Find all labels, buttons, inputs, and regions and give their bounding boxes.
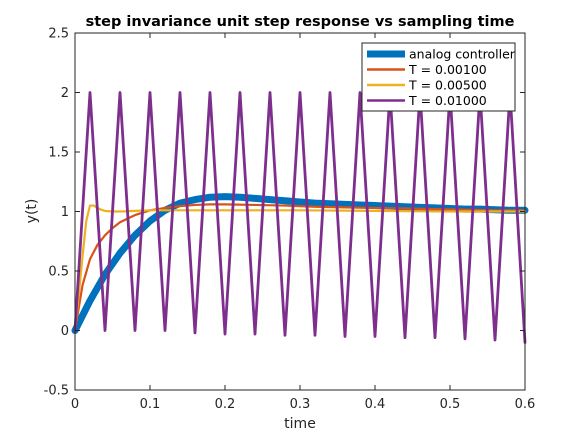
x-tick-label: 0.4	[365, 397, 386, 412]
x-tick-label: 0.6	[515, 397, 536, 412]
y-tick-label: 0	[61, 324, 69, 339]
series-layer	[71, 91, 529, 344]
x-axis-label: time	[284, 416, 316, 432]
legend-label-1: analog controller	[409, 47, 516, 62]
y-axis-label: y(t)	[24, 199, 40, 224]
x-tick-label: 0	[71, 397, 79, 412]
y-tick-label: 1.5	[48, 146, 69, 161]
x-tick-label: 0.1	[140, 397, 161, 412]
y-tick-label: -0.5	[44, 384, 69, 399]
y-tick-label: 1	[61, 205, 69, 220]
chart-title: step invariance unit step response vs sa…	[86, 14, 515, 30]
axes-layer: 0 0.1 0.2 0.3 0.4 0.5 0.6-0.500.511.522.5	[44, 27, 536, 413]
x-tick-label: 0.2	[215, 397, 236, 412]
legend-label-3: T = 0.00500	[408, 78, 487, 93]
legend-label-4: T = 0.01000	[408, 93, 487, 108]
y-tick-label: 2	[61, 86, 69, 101]
y-tick-label: 2.5	[48, 27, 69, 42]
series-line-4	[73, 91, 527, 344]
y-tick-label: 0.5	[48, 265, 69, 280]
x-tick-label: 0.3	[290, 397, 311, 412]
legend-label-2: T = 0.00100	[408, 62, 487, 77]
x-tick-label: 0.5	[440, 397, 461, 412]
